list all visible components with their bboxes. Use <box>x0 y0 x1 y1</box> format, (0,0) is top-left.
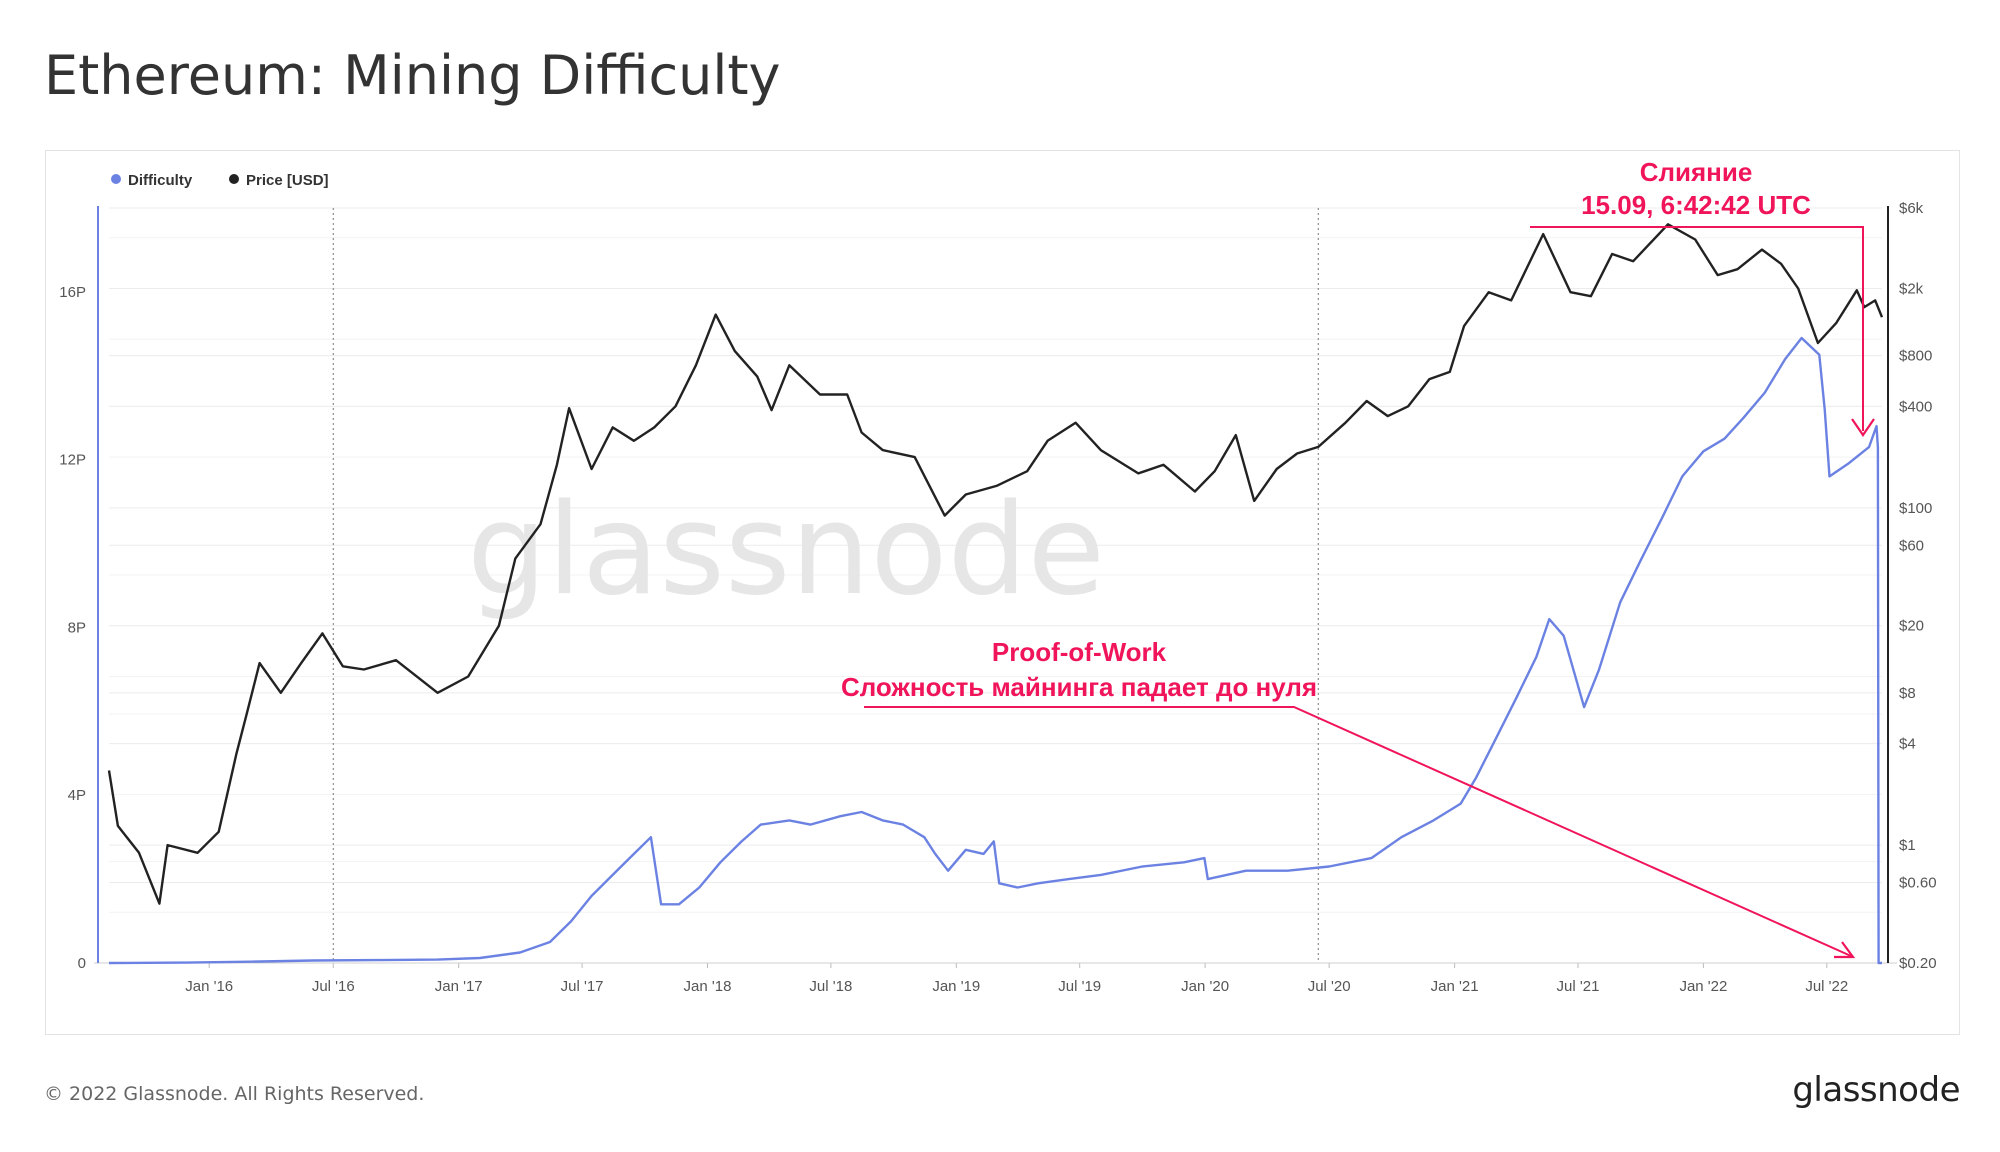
right-axis-tick-label: $8 <box>1899 685 1916 702</box>
right-axis-tick-label: $6k <box>1899 200 1924 217</box>
legend-item-price[interactable]: Price [USD] <box>246 172 329 189</box>
copyright-text: © 2022 Glassnode. All Rights Reserved. <box>44 1083 425 1105</box>
merge-annotation-datetime: 15.09, 6:42:42 UTC <box>1581 190 1811 220</box>
merge-annotation-connector <box>1530 226 1864 431</box>
left-axis-tick-label: 8P <box>68 619 86 636</box>
pow-annotation-connector <box>864 706 1852 957</box>
x-axis-tick-label: Jan '22 <box>1679 978 1727 995</box>
left-axis-tick-label: 4P <box>68 787 86 804</box>
right-axis-tick-label: $2k <box>1899 280 1924 297</box>
x-axis-tick-label: Jan '20 <box>1181 978 1229 995</box>
x-axis-tick-label: Jan '18 <box>684 978 732 995</box>
merge-annotation-arrowhead <box>1851 418 1875 437</box>
right-axis-tick-label: $800 <box>1899 348 1932 365</box>
chart-panel: glassnode $0.20 $0.60 $1 $4 $8 $20 $60 $100 $400… <box>45 150 1960 1035</box>
legend-swatch <box>229 174 239 184</box>
x-axis-tick-label: Jul '21 <box>1557 978 1600 995</box>
pow-annotation-arrowhead <box>1834 941 1856 959</box>
legend-swatch <box>111 174 121 184</box>
right-axis-tick-label: $0.60 <box>1899 875 1937 892</box>
x-axis-tick-label: Jul '17 <box>561 978 604 995</box>
right-axis-tick-label: $60 <box>1899 537 1924 554</box>
legend-item-difficulty[interactable]: Difficulty <box>128 172 193 189</box>
series-lines <box>107 223 1884 965</box>
x-axis-tick-label: Jul '22 <box>1805 978 1848 995</box>
pow-annotation-subtitle: Сложность майнинга падает до нуля <box>841 672 1317 702</box>
x-axis-tick-label: Jul '18 <box>809 978 852 995</box>
vertical-markers <box>332 208 1319 963</box>
chart-canvas: glassnode $0.20 $0.60 $1 $4 $8 $20 $60 $100 $400… <box>59 157 1936 995</box>
legend[interactable]: Difficulty Price [USD] <box>111 172 329 189</box>
right-axis-tick-label: $0.20 <box>1899 955 1937 972</box>
left-axis-tick-label: 12P <box>59 452 86 469</box>
x-axis-tick-label: Jan '16 <box>185 978 233 995</box>
x-axis-tick-label: Jul '20 <box>1308 978 1351 995</box>
difficulty-line <box>108 336 1882 965</box>
left-axis-tick-label: 16P <box>59 284 86 301</box>
right-axis-tick-label: $4 <box>1899 736 1916 753</box>
x-axis-tick-label: Jul '19 <box>1058 978 1101 995</box>
right-axis-tick-label: $1 <box>1899 837 1916 854</box>
axes: $0.20 $0.60 $1 $4 $8 $20 $60 $100 $400 $800 $2k $6k… <box>59 200 1936 995</box>
pow-annotation-title: Proof-of-Work <box>992 637 1167 667</box>
merge-annotation-title: Слияние <box>1640 157 1753 187</box>
x-axis-tick-label: Jan '17 <box>435 978 483 995</box>
right-axis-tick-label: $400 <box>1899 398 1932 415</box>
left-axis-tick-label: 0 <box>78 955 86 972</box>
watermark-text: glassnode <box>467 476 1105 623</box>
glassnode-logo: glassnode <box>1792 1070 1960 1110</box>
right-axis-tick-label: $20 <box>1899 618 1924 635</box>
price-line <box>107 223 1884 905</box>
page-title: Ethereum: Mining Difficulty <box>44 44 781 107</box>
x-axis-tick-label: Jan '21 <box>1431 978 1479 995</box>
x-axis-tick-label: Jan '19 <box>932 978 980 995</box>
x-axis-tick-label: Jul '16 <box>312 978 355 995</box>
right-axis-tick-label: $100 <box>1899 500 1932 517</box>
